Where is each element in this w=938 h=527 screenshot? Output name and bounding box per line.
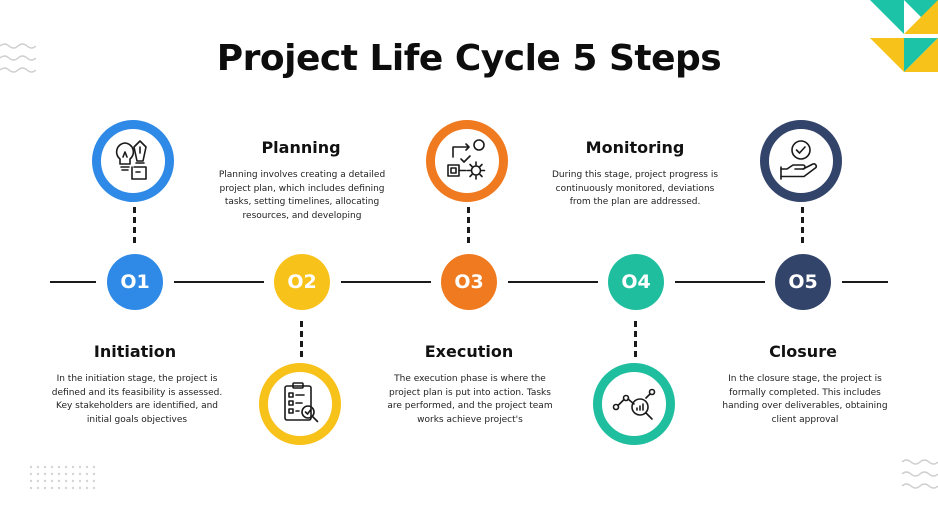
step-5-icon-ring	[760, 120, 842, 202]
decoration-dot	[50, 486, 54, 490]
dot-grid-decoration	[29, 465, 96, 490]
analytics-magnifier-icon	[612, 388, 656, 420]
step-1-title: Initiation	[93, 342, 177, 361]
step-2-description: Planning involves creating a detailed pr…	[218, 170, 386, 221]
timeline-segment	[675, 281, 765, 283]
wave-lines-decoration	[0, 43, 36, 73]
step-3-title: Execution	[424, 342, 514, 361]
decoration-dot	[29, 465, 33, 469]
step-1-number: O1	[107, 254, 163, 310]
step-4-title: Monitoring	[585, 138, 685, 157]
step-2-title: Planning	[261, 138, 341, 157]
decoration-dot	[71, 465, 75, 469]
workflow-gear-icon	[447, 139, 486, 180]
decoration-dot	[50, 465, 54, 469]
decoration-dot	[85, 486, 89, 490]
step-2-number: O2	[274, 254, 330, 310]
hand-checkmark-icon	[780, 140, 818, 180]
step-3-icon-ring	[426, 120, 508, 202]
decoration-dot	[36, 472, 40, 476]
timeline-segment	[842, 281, 888, 283]
decoration-dot	[50, 472, 54, 476]
decoration-dot	[71, 472, 75, 476]
decoration-dot	[43, 465, 47, 469]
decoration-dot	[57, 472, 61, 476]
connector-dashed	[300, 321, 303, 357]
step-1-description: In the initiation stage, the project is …	[51, 374, 223, 425]
decoration-dot	[71, 486, 75, 490]
decoration-dot	[64, 472, 68, 476]
decoration-dot	[64, 479, 68, 483]
step-5-description: In the closure stage, the project is for…	[722, 374, 888, 425]
decoration-dot	[78, 472, 82, 476]
step-4-description: During this stage, project progress is c…	[551, 170, 719, 207]
lightbulb-pen-icon	[115, 140, 147, 180]
decoration-dot	[29, 479, 33, 483]
page-title: Project Life Cycle 5 Steps	[216, 38, 722, 79]
decoration-dot	[43, 486, 47, 490]
decoration-dot	[36, 479, 40, 483]
clipboard-checklist-icon	[284, 382, 319, 423]
connector-dashed	[133, 207, 136, 243]
decoration-dot	[36, 465, 40, 469]
step-5-title: Closure	[769, 342, 837, 361]
step-3-number: O3	[441, 254, 497, 310]
decoration-dot	[92, 486, 96, 490]
step-5-number: O5	[775, 254, 831, 310]
connector-dashed	[801, 207, 804, 243]
step-4-icon-ring	[593, 363, 675, 445]
decoration-dot	[85, 472, 89, 476]
decoration-dot	[57, 479, 61, 483]
wave-lines-decoration-bottom	[901, 459, 938, 489]
decoration-dot	[43, 472, 47, 476]
decoration-dot	[64, 486, 68, 490]
decoration-dot	[78, 479, 82, 483]
step-3-description: The execution phase is where the project…	[387, 374, 553, 425]
decoration-dot	[43, 479, 47, 483]
connector-dashed	[467, 207, 470, 243]
decoration-dot	[64, 465, 68, 469]
timeline-segment	[50, 281, 96, 283]
decoration-dot	[92, 479, 96, 483]
step-2-icon-ring	[259, 363, 341, 445]
decoration-dot	[85, 479, 89, 483]
step-1-icon-ring	[92, 120, 174, 202]
connector-dashed	[634, 321, 637, 357]
decoration-dot	[71, 479, 75, 483]
decoration-dot	[36, 486, 40, 490]
corner-triangles-decoration	[870, 0, 938, 72]
step-4-number: O4	[608, 254, 664, 310]
decoration-dot	[29, 486, 33, 490]
decoration-dot	[92, 465, 96, 469]
decoration-dot	[29, 472, 33, 476]
decoration-dot	[78, 465, 82, 469]
decoration-dot	[57, 465, 61, 469]
decoration-dot	[50, 479, 54, 483]
timeline-segment	[508, 281, 598, 283]
timeline-segment	[341, 281, 431, 283]
decoration-dot	[57, 486, 61, 490]
decoration-dot	[78, 486, 82, 490]
decoration-dot	[85, 465, 89, 469]
decoration-dot	[92, 472, 96, 476]
timeline-segment	[174, 281, 264, 283]
